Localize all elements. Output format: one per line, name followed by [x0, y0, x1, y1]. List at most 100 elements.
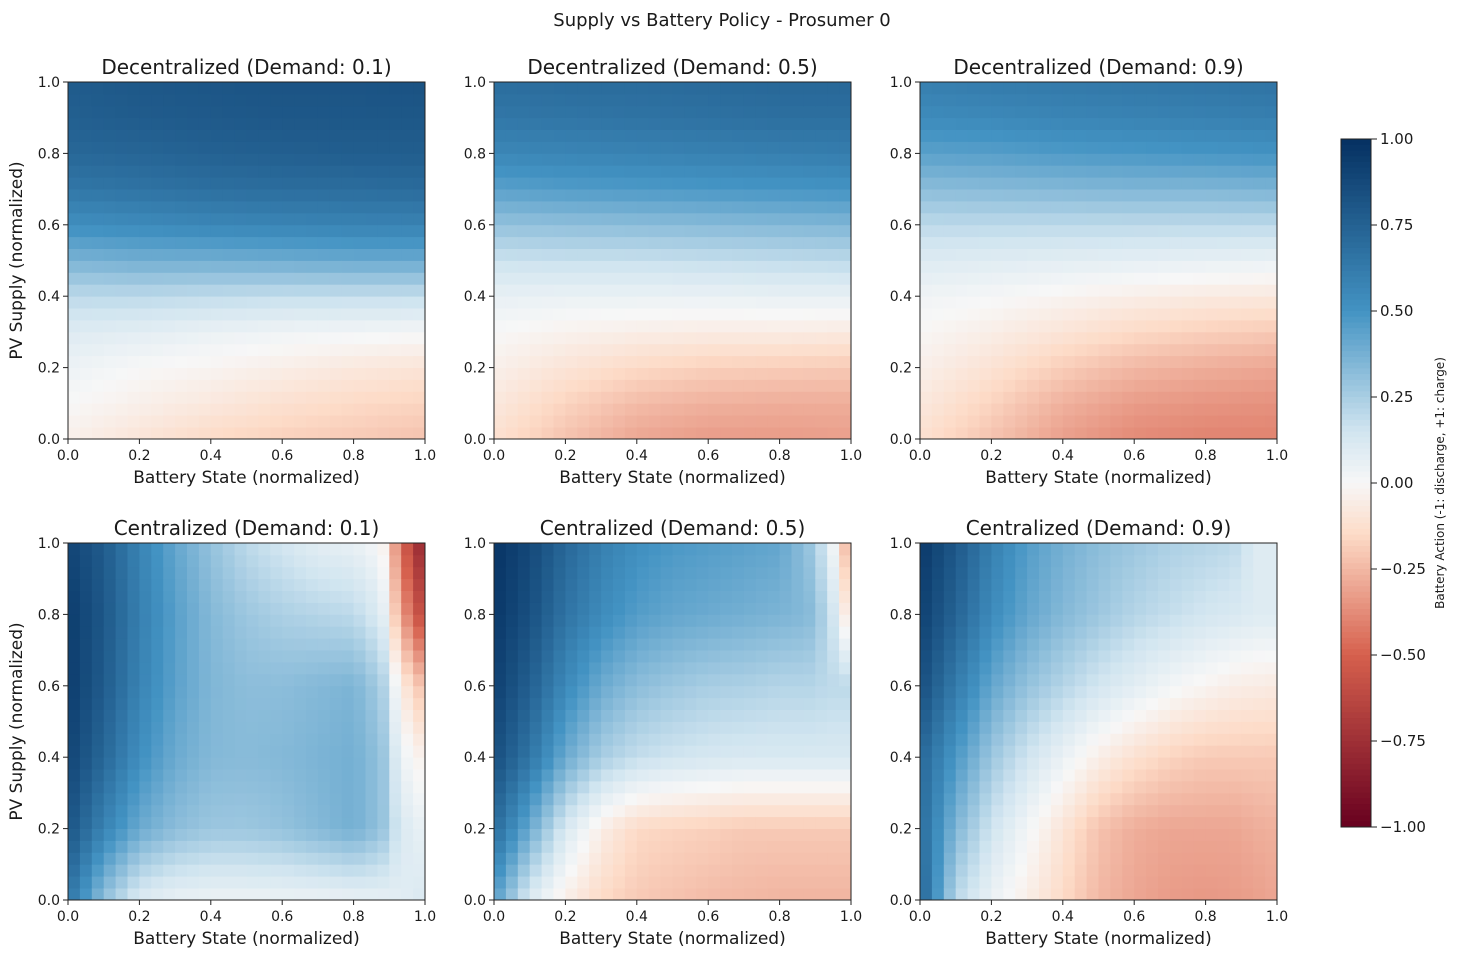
heatmap-cell — [389, 769, 402, 782]
heatmap-cell — [222, 367, 235, 380]
heatmap-cell — [708, 685, 721, 699]
heatmap-cell — [1003, 614, 1016, 627]
heatmap-cell — [1098, 391, 1111, 404]
heatmap-cell — [198, 117, 212, 130]
heatmap-cell — [306, 816, 319, 829]
heatmap-cell — [401, 141, 414, 154]
heatmap-cell — [624, 590, 638, 603]
heatmap-cell — [732, 201, 745, 214]
heatmap-cell — [329, 117, 343, 130]
heatmap-cell — [684, 284, 697, 297]
heatmap-cell — [175, 272, 188, 285]
heatmap-cell — [365, 697, 378, 710]
heatmap-cell — [565, 82, 578, 95]
heatmap-cell — [1265, 391, 1278, 404]
heatmap-cell — [341, 733, 354, 746]
heatmap-cell — [115, 614, 128, 627]
heatmap-cell — [1015, 602, 1028, 615]
heatmap-cell — [613, 248, 626, 261]
heatmap-cell — [839, 415, 852, 428]
heatmap-cell — [827, 355, 840, 368]
heatmap-cell — [246, 427, 259, 440]
heatmap-cell — [743, 391, 757, 404]
heatmap-cell — [389, 296, 402, 309]
heatmap-cell — [234, 367, 247, 380]
heatmap-cell — [541, 673, 554, 687]
heatmap-cell — [827, 709, 840, 722]
heatmap-cell — [1027, 566, 1040, 580]
heatmap-cell — [660, 367, 673, 380]
heatmap-cell — [791, 165, 804, 178]
heatmap-cell — [282, 804, 295, 818]
heatmap-cell — [413, 792, 426, 806]
heatmap-cell — [732, 614, 745, 627]
heatmap-cell — [684, 578, 697, 591]
heatmap-cell — [743, 792, 757, 806]
heatmap-cell — [377, 852, 390, 865]
heatmap-cell — [696, 177, 709, 190]
heatmap-cell — [648, 331, 661, 345]
heatmap-cell — [187, 804, 200, 818]
heatmap-cell — [1039, 93, 1052, 107]
heatmap-cell — [660, 308, 673, 321]
heatmap-cell — [1205, 141, 1218, 154]
heatmap-cell — [282, 709, 295, 722]
heatmap-cell — [79, 626, 93, 639]
x-tick-label: 0.8 — [342, 448, 364, 464]
heatmap-cell — [803, 888, 816, 901]
heatmap-cell — [720, 308, 733, 321]
heatmap-cell — [163, 769, 176, 782]
heatmap-cell — [601, 554, 614, 568]
heatmap-cell — [565, 343, 578, 357]
heatmap-cell — [684, 367, 697, 380]
heatmap-cell — [258, 153, 271, 166]
heatmap-cell — [755, 308, 769, 321]
heatmap-cell — [1062, 93, 1076, 107]
heatmap-cell — [258, 602, 271, 615]
heatmap-cell — [803, 602, 816, 615]
heatmap-cell — [803, 165, 816, 178]
heatmap-cell — [151, 105, 164, 119]
heatmap-cell — [696, 141, 709, 154]
heatmap-cell — [317, 272, 331, 285]
heatmap-cell — [1027, 554, 1040, 568]
heatmap-cell — [732, 177, 745, 190]
heatmap-cell — [779, 626, 792, 639]
y-tick-label: 0.0 — [464, 432, 486, 448]
heatmap-cell — [91, 272, 105, 285]
heatmap-cell — [377, 415, 390, 428]
heatmap-cell — [494, 697, 507, 710]
heatmap-cell — [1217, 284, 1230, 297]
heatmap-cell — [329, 852, 343, 865]
heatmap-cell — [246, 578, 259, 591]
heatmap-cell — [624, 212, 638, 226]
heatmap-cell — [827, 554, 840, 568]
heatmap-cell — [648, 141, 661, 154]
heatmap-cell — [377, 816, 390, 829]
heatmap-cell — [589, 296, 602, 309]
heatmap-cell — [1039, 543, 1052, 556]
heatmap-cell — [1062, 201, 1076, 214]
heatmap-cell — [329, 331, 343, 345]
heatmap-cell — [601, 876, 614, 889]
heatmap-cell — [979, 816, 992, 829]
heatmap-cell — [163, 391, 176, 404]
heatmap-cell — [955, 685, 968, 699]
heatmap-cell — [791, 816, 804, 829]
heatmap-cell — [1122, 105, 1135, 119]
heatmap-cell — [494, 554, 507, 568]
heatmap-cell — [1241, 82, 1254, 95]
heatmap-cell — [1241, 117, 1254, 130]
heatmap-cell — [115, 355, 128, 368]
heatmap-cell — [1050, 236, 1064, 249]
heatmap-cell — [139, 852, 152, 865]
heatmap-panel-3: 0.0 0.2 0.4 0.6 0.8 1.00.00.20.40.60.81.0Dece… — [890, 55, 1288, 488]
heatmap-cell — [222, 733, 235, 746]
heatmap-cell — [413, 543, 426, 556]
heatmap-cell — [696, 792, 709, 806]
heatmap-cell — [743, 189, 757, 202]
heatmap-cell — [187, 602, 200, 615]
heatmap-cell — [991, 355, 1004, 368]
heatmap-cell — [401, 721, 414, 734]
heatmap-cell — [660, 201, 673, 214]
